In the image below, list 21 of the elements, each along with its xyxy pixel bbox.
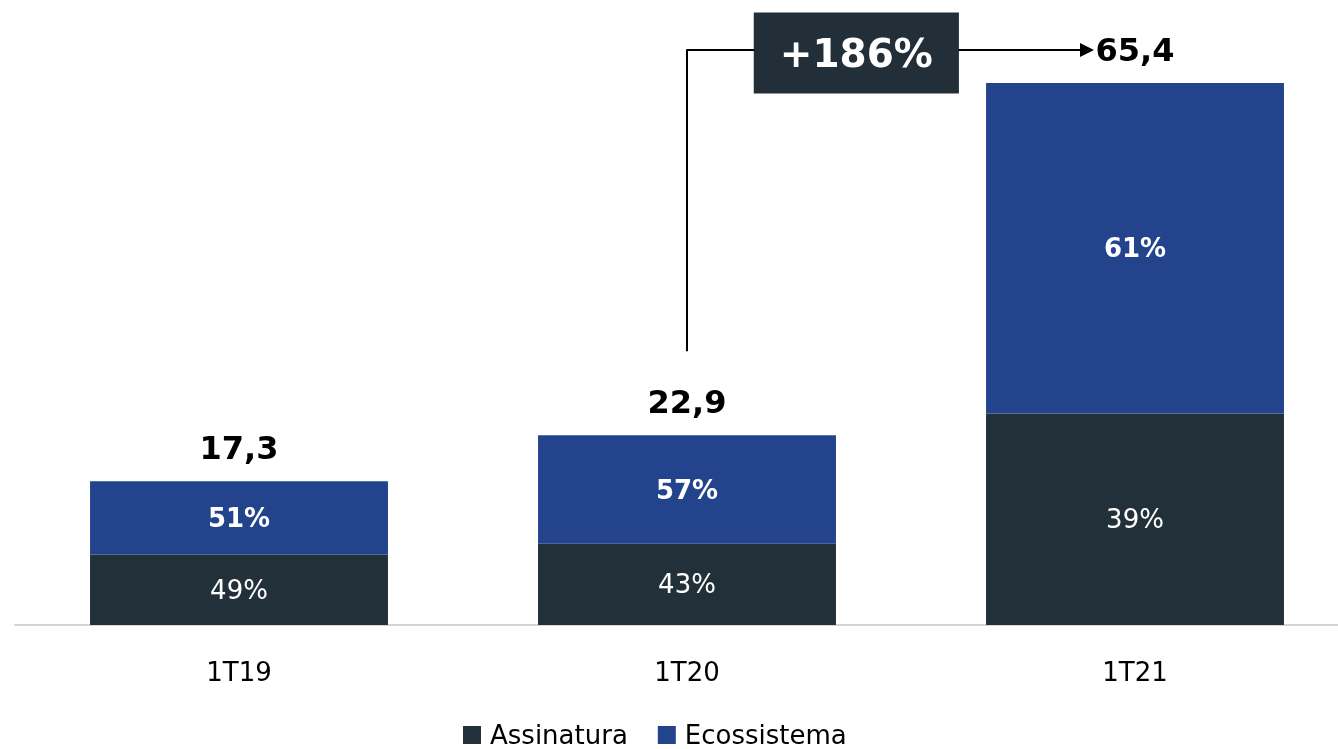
bar bbox=[90, 554, 388, 625]
annotation: 61% bbox=[1103, 233, 1167, 264]
annotation: 49% bbox=[210, 574, 268, 605]
bar bbox=[538, 435, 836, 544]
annotation: 17,3 bbox=[199, 429, 279, 468]
annotation: 43% bbox=[658, 569, 716, 600]
text: +186% bbox=[779, 30, 933, 76]
legend-label: Ecossistema bbox=[684, 720, 847, 749]
text: 65,4 bbox=[1095, 31, 1175, 69]
bar bbox=[986, 413, 1284, 625]
annotation: 22,9 bbox=[647, 383, 727, 422]
bar bbox=[986, 83, 1284, 414]
annotation: 57% bbox=[655, 474, 719, 505]
x-tick-label: 1T19 bbox=[206, 657, 272, 687]
bar bbox=[90, 481, 388, 555]
x-tick-label: 1T20 bbox=[654, 657, 720, 687]
x-tick-label: 1T21 bbox=[1102, 657, 1168, 687]
bar bbox=[538, 543, 836, 625]
legend-label: Assinatura bbox=[490, 720, 628, 749]
annotation: 39% bbox=[1106, 504, 1164, 535]
annotation: 51% bbox=[207, 502, 271, 533]
